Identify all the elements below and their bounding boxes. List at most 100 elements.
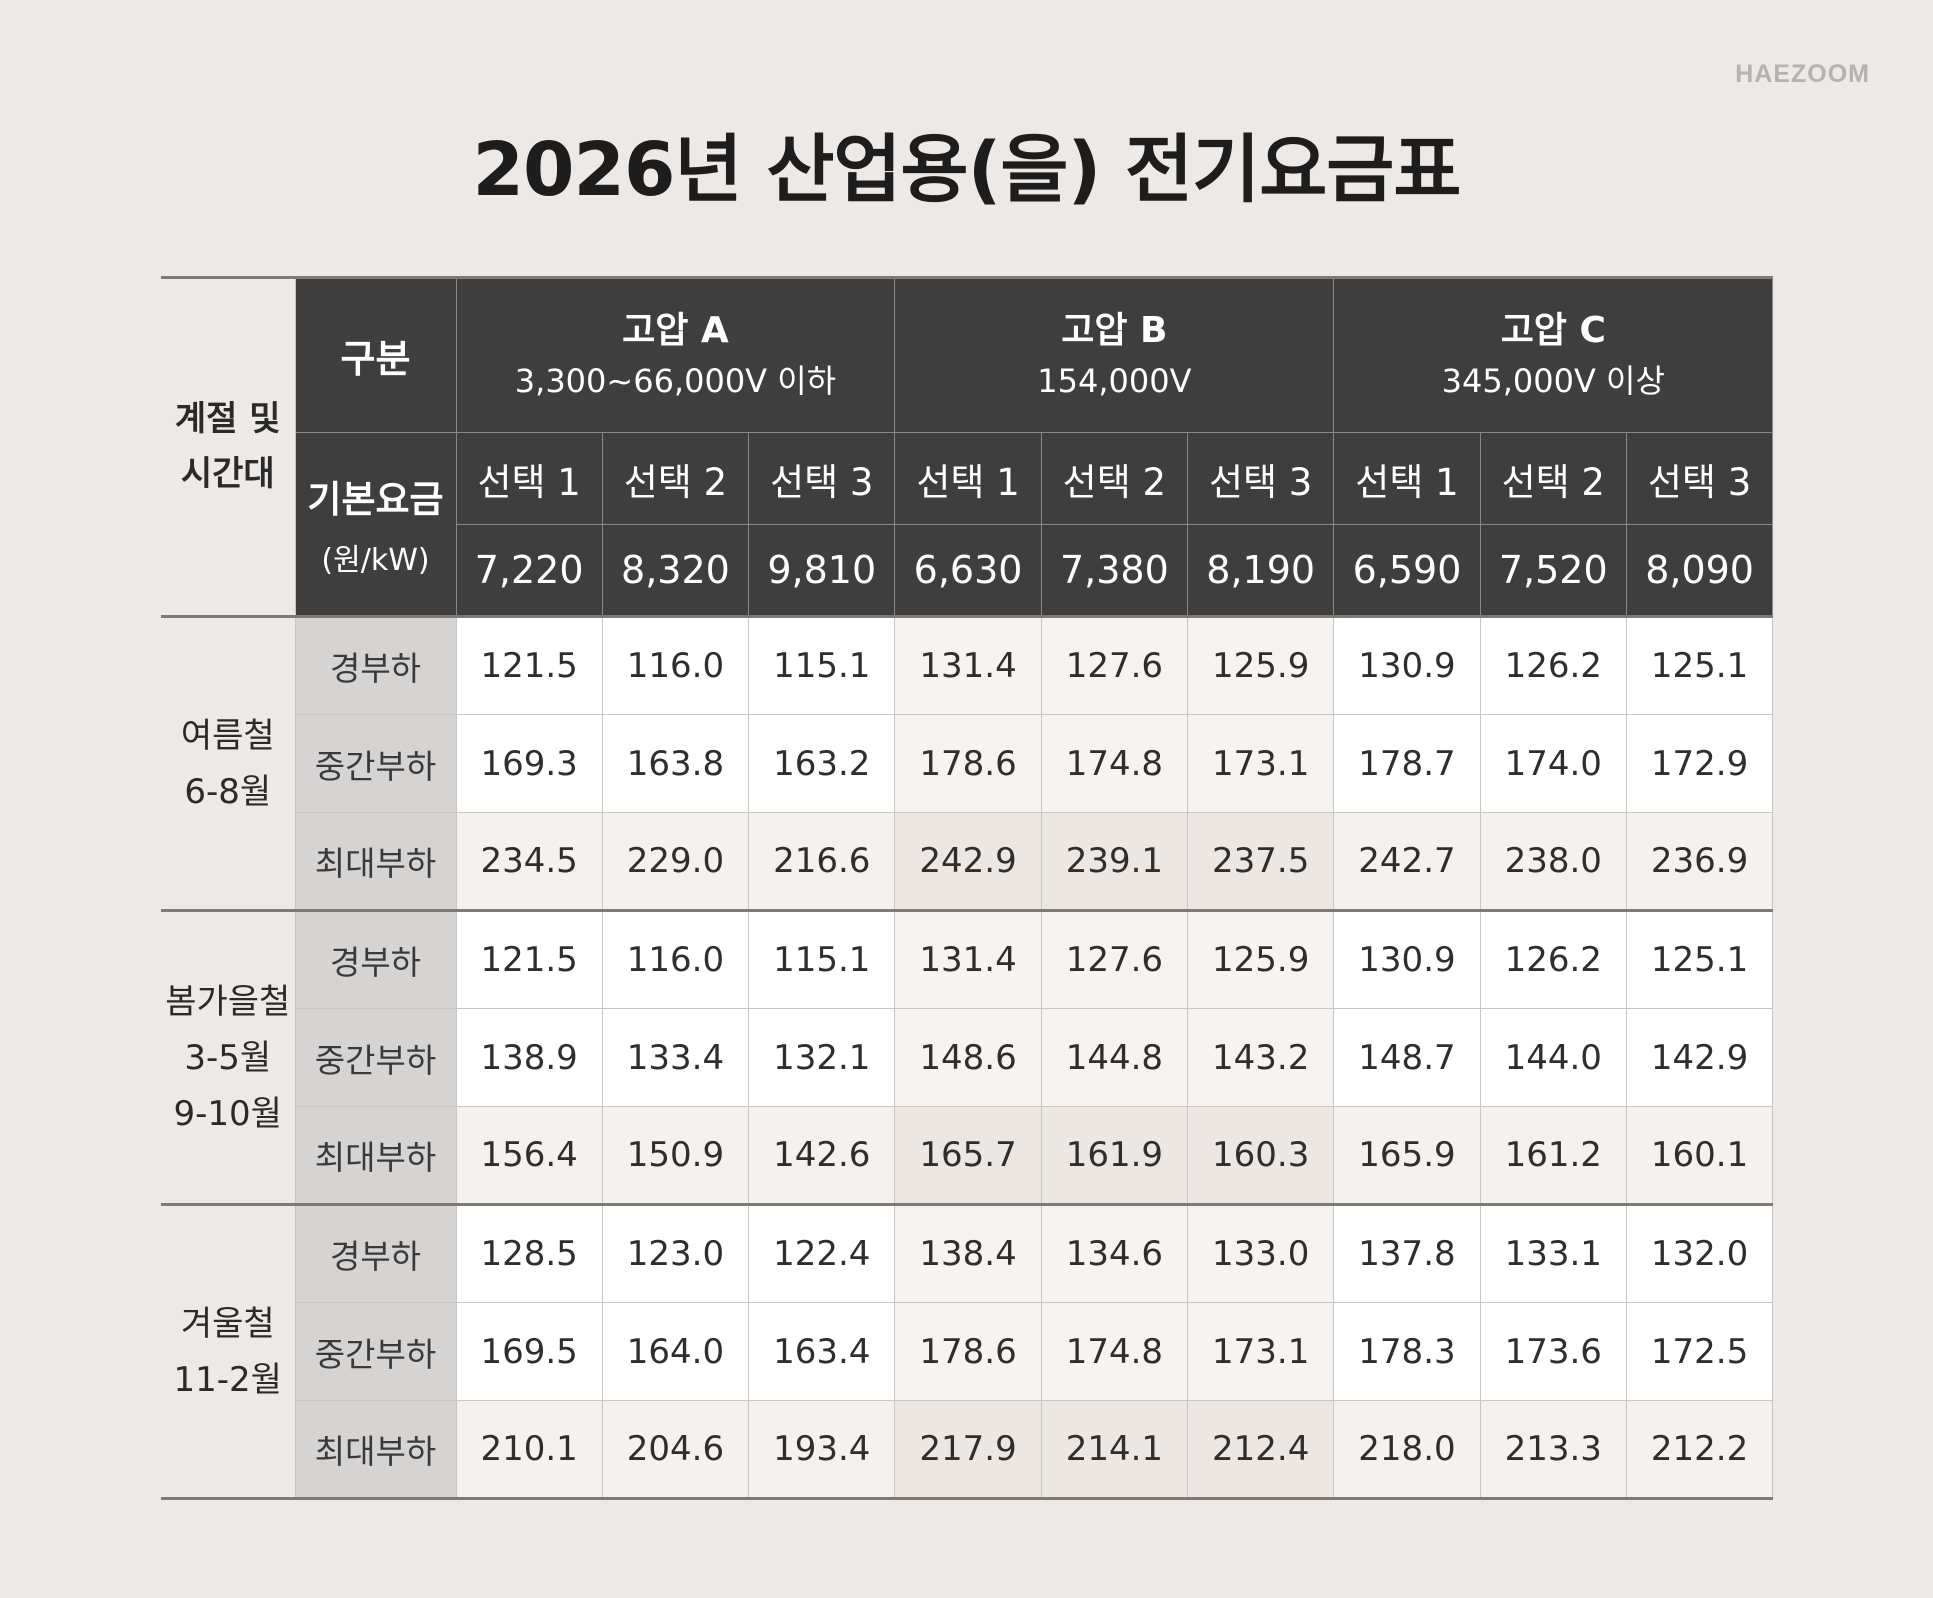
table-row: 중간부하 169.5 164.0 163.4 178.6 174.8 173.1 178.3 1… [161,1302,1774,1401]
rate-cell: 133.1 [1479,1203,1627,1303]
rate-cell: 210.1 [455,1400,603,1499]
base-fee-value: 8,320 [601,524,750,617]
season-months: 9-10월 [173,1093,282,1134]
rate-cell: 216.6 [748,812,896,911]
season-months: 11-2월 [173,1359,282,1400]
load-type-cell: 중간부하 [294,1008,457,1107]
rate-cell: 161.2 [1479,1106,1627,1205]
season-name: 봄가을철 [165,981,291,1022]
base-fee-value: 9,810 [748,524,896,617]
page-title: 2026년 산업용(을) 전기요금표 [472,127,1462,213]
rate-cell: 160.1 [1625,1106,1774,1205]
table-row: 최대부하 210.1 204.6 193.4 217.9 214.1 212.4 218.0 2… [161,1400,1774,1499]
rate-cell: 242.9 [894,812,1042,911]
rate-cell: 115.1 [748,615,896,715]
rate-cell: 165.9 [1333,1106,1481,1205]
rate-cell: 122.4 [748,1203,896,1303]
rate-cell: 127.6 [1040,909,1189,1009]
rate-cell: 214.1 [1040,1400,1189,1499]
base-fee-value: 7,220 [455,524,603,617]
brand-logo: HAEZOOM [1735,60,1870,88]
table-row: 최대부하 156.4 150.9 142.6 165.7 161.9 160.3 165.9 1… [161,1106,1774,1205]
rate-cell: 115.1 [748,909,896,1009]
rate-cell: 144.8 [1040,1008,1189,1107]
rate-cell: 144.0 [1479,1008,1627,1107]
rate-cell: 116.0 [601,909,750,1009]
rate-cell: 234.5 [455,812,603,911]
rate-cell: 212.4 [1187,1400,1335,1499]
rate-cell: 178.3 [1333,1302,1481,1401]
season-cell: 겨울철 11-2월 [161,1203,296,1499]
base-fee-value: 7,520 [1479,524,1627,617]
rate-cell: 172.9 [1625,714,1774,813]
option-header: 선택 1 [455,432,603,525]
rate-cell: 131.4 [894,615,1042,715]
base-fee-value: 6,590 [1333,524,1481,617]
rate-cell: 137.8 [1333,1203,1481,1303]
load-type-cell: 경부하 [294,615,457,715]
rate-cell: 229.0 [601,812,750,911]
season-cell: 봄가을철 3-5월 9-10월 [161,909,296,1205]
rate-cell: 169.5 [455,1302,603,1401]
rate-cell: 172.5 [1625,1302,1774,1401]
rate-cell: 128.5 [455,1203,603,1303]
rate-table: 계절 및 시간대 구분 고압 A 3,300~66,000V 이하 고압 B 1… [161,276,1774,1500]
rate-cell: 130.9 [1333,615,1481,715]
load-type-cell: 경부하 [294,909,457,1009]
rate-cell: 125.1 [1625,909,1774,1009]
base-fee-value: 8,190 [1187,524,1335,617]
rate-cell: 238.0 [1479,812,1627,911]
rate-cell: 126.2 [1479,909,1627,1009]
group-header-a: 고압 A 3,300~66,000V 이하 [455,277,896,433]
rate-cell: 148.7 [1333,1008,1481,1107]
rate-cell: 133.0 [1187,1203,1335,1303]
rate-cell: 121.5 [455,909,603,1009]
table-row: 여름철 6-8월 경부하 121.5 116.0 115.1 131.4 127.6 125.9… [161,615,1774,911]
season-cell: 여름철 6-8월 [161,615,296,911]
rate-cell: 174.0 [1479,714,1627,813]
rate-cell: 161.9 [1040,1106,1189,1205]
rate-cell: 125.1 [1625,615,1774,715]
header-row-base-fees: 7,220 8,320 9,810 6,630 7,380 8,190 6,590 7,520… [161,524,1774,617]
base-fee-header: 기본요금 (원/kW) [294,432,457,617]
season-time-label-line2: 시간대 [180,454,275,494]
rate-cell: 173.6 [1479,1302,1627,1401]
rate-cell: 123.0 [601,1203,750,1303]
group-name: 고압 C [1500,309,1606,351]
base-fee-value: 8,090 [1625,524,1774,617]
rate-cell: 143.2 [1187,1008,1335,1107]
header-row-groups: 계절 및 시간대 구분 고압 A 3,300~66,000V 이하 고압 B 1… [161,277,1774,617]
rate-cell: 165.7 [894,1106,1042,1205]
option-header: 선택 2 [1040,432,1189,525]
load-type-cell: 최대부하 [294,1400,457,1499]
table-row: 중간부하 169.3 163.8 163.2 178.6 174.8 173.1 178.7 1… [161,714,1774,813]
base-fee-value: 6,630 [894,524,1042,617]
rate-cell: 236.9 [1625,812,1774,911]
rate-cell: 121.5 [455,615,603,715]
rate-cell: 242.7 [1333,812,1481,911]
load-type-cell: 경부하 [294,1203,457,1303]
season-name: 여름철 [180,715,275,756]
rate-cell: 174.8 [1040,714,1189,813]
rate-cell: 204.6 [601,1400,750,1499]
rate-cell: 127.6 [1040,615,1189,715]
table-row: 중간부하 138.9 133.4 132.1 148.6 144.8 143.2 148.7 1… [161,1008,1774,1107]
rate-cell: 116.0 [601,615,750,715]
group-voltage: 154,000V [1037,361,1192,400]
season-time-header: 계절 및 시간대 [161,277,296,617]
rate-cell: 163.4 [748,1302,896,1401]
option-header: 선택 3 [1187,432,1335,525]
rate-cell: 131.4 [894,909,1042,1009]
option-header: 선택 2 [601,432,750,525]
base-fee-label: 기본요금 [307,478,444,521]
rate-cell: 126.2 [1479,615,1627,715]
rate-cell: 133.4 [601,1008,750,1107]
gubun-header: 구분 [294,277,457,433]
rate-cell: 178.7 [1333,714,1481,813]
group-header-b: 고압 B 154,000V [894,277,1335,433]
rate-cell: 213.3 [1479,1400,1627,1499]
load-type-cell: 최대부하 [294,812,457,911]
rate-cell: 218.0 [1333,1400,1481,1499]
rate-cell: 130.9 [1333,909,1481,1009]
rate-cell: 138.4 [894,1203,1042,1303]
